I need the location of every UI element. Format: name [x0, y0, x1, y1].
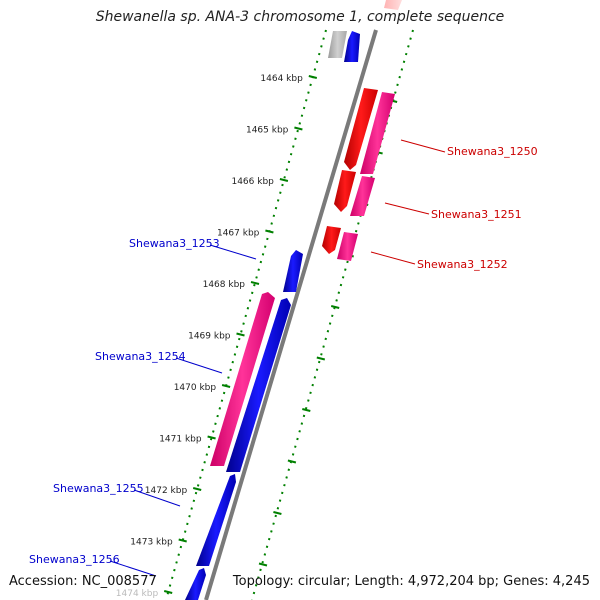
major-tick-right: [302, 408, 311, 412]
map-title: Shewanella sp. ANA-3 chromosome 1, compl…: [95, 9, 505, 25]
inner-guide-line: [165, 29, 327, 600]
gene-label-shewana3-1253[interactable]: Shewana3_1253: [129, 237, 220, 250]
gene-arrow-shewana3-1254-blue: [226, 298, 291, 472]
gene-arrow-shewana3-1256-blue: [185, 568, 206, 600]
gene-label-shewana3-1251[interactable]: Shewana3_1251: [431, 208, 522, 221]
tick-label: 1466 kbp: [231, 177, 274, 187]
tick-label: 1465 kbp: [246, 126, 289, 136]
gene-arrow-shewana3-1253-blue: [283, 250, 303, 292]
major-tick-right: [273, 511, 282, 515]
major-tick-right: [330, 305, 340, 309]
major-tick-left: [207, 435, 216, 440]
major-tick-left: [236, 332, 245, 337]
tick-label: 1470 kbp: [174, 383, 217, 393]
outer-guide-line: [251, 29, 414, 600]
tick-label: 1472 kbp: [145, 486, 188, 496]
tick-label: 1468 kbp: [203, 280, 246, 290]
label-leader-shewana3-1255: [133, 489, 181, 507]
major-tick-right: [258, 562, 268, 567]
gene-arrow-shewana3-1251-pink: [350, 176, 375, 216]
gene-label-shewana3-1254[interactable]: Shewana3_1254: [95, 350, 186, 363]
label-leader-shewana3-1252: [370, 251, 416, 265]
tick-label: 1464 kbp: [260, 74, 303, 84]
gene-arrow-blue-top: [344, 31, 360, 62]
label-leader-shewana3-1256: [109, 560, 157, 577]
gene-arrow-shewana3-1255-blue: [196, 474, 236, 566]
major-tick-left: [221, 384, 231, 388]
label-leader-shewana3-1253: [209, 244, 257, 260]
major-tick-left: [192, 487, 202, 491]
tick-labels: 1464 kbp 1465 kbp 1466 kbp 1467 kbp 1468 kbp…: [116, 74, 303, 599]
gene-label-shewana3-1252[interactable]: Shewana3_1252: [417, 258, 508, 271]
major-tick-left: [178, 538, 187, 543]
gene-arrow-shewana3-1252-pink: [337, 232, 358, 261]
major-tick-left: [294, 126, 303, 131]
major-tick-left: [265, 229, 274, 234]
tick-label: 1469 kbp: [188, 332, 231, 342]
gene-arrow-shewana3-1250-red: [344, 88, 378, 170]
backbone-line: [204, 29, 378, 600]
gene-arrow-shewana3-1252-red: [322, 226, 341, 254]
gene-arrow-shewana3-1251-red: [334, 170, 356, 212]
major-tick-left: [308, 75, 318, 79]
gene-arrow-grey: [328, 31, 347, 58]
gene-label-shewana3-1256[interactable]: Shewana3_1256: [29, 553, 120, 566]
label-leader-shewana3-1251: [384, 202, 430, 215]
label-leader-shewana3-1250: [400, 139, 446, 153]
tick-label: 1471 kbp: [159, 435, 202, 445]
gene-label-shewana3-1250[interactable]: Shewana3_1250: [447, 145, 538, 158]
gene-label-shewana3-1255[interactable]: Shewana3_1255: [53, 482, 144, 495]
tick-label: 1467 kbp: [217, 229, 260, 239]
gene-arrow-top-pale: [384, 0, 402, 10]
tick-label: 1474 kbp: [116, 589, 159, 599]
gene-arrow-shewana3-1250-pink: [360, 92, 395, 174]
major-tick-right: [316, 356, 326, 361]
major-tick-right: [287, 459, 297, 464]
gene-arrow-shewana3-1254-pink: [210, 292, 275, 466]
major-tick-left: [163, 590, 173, 594]
tick-label: 1473 kbp: [130, 538, 173, 548]
major-tick-left: [279, 178, 289, 182]
label-leader-shewana3-1254: [175, 357, 223, 374]
summary-text: Topology: circular; Length: 4,972,204 bp…: [232, 574, 590, 589]
accession-text: Accession: NC_008577: [9, 574, 157, 589]
major-tick-left: [250, 281, 260, 285]
